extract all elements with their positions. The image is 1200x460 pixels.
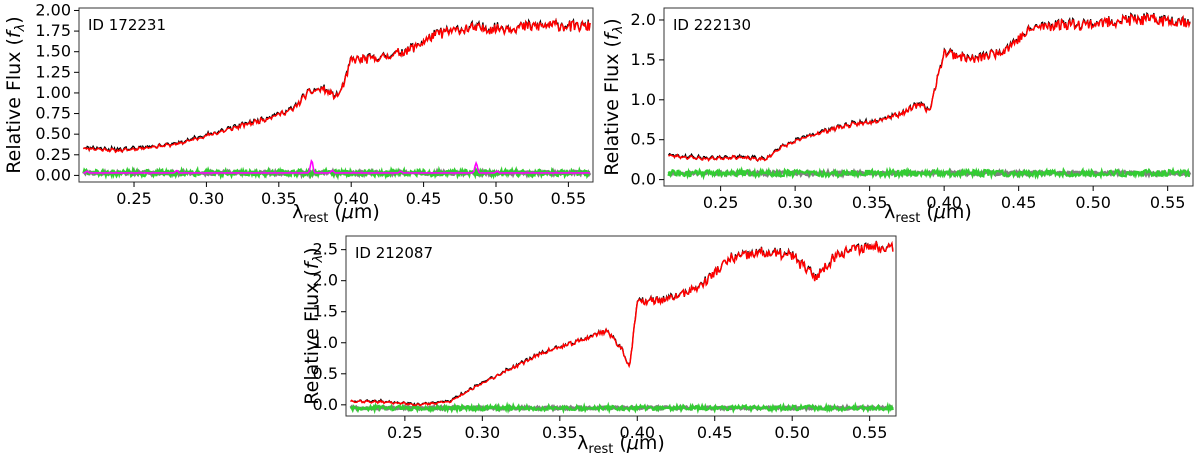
x-tick-label: 0.30 [777,193,813,212]
y-tick-label: 0.25 [35,145,71,164]
panel-id-label: ID 212087 [355,244,433,262]
x-tick-label: 0.35 [261,189,297,208]
panel-212087: 0.25 0.30 0.35 0.40 0.45 0.50 0.55 0.0 0.5 1.0 1.5… [301,235,897,457]
y-tick-label: 1.50 [35,42,71,61]
x-tick-label: 0.50 [774,423,810,442]
y-tick-label: 2.00 [35,0,71,19]
y-axis-label: Relative Flux (fλ) [301,247,326,404]
y-tick-label: 1.25 [35,62,71,81]
x-tick-label: 0.55 [1150,193,1186,212]
y-tick-label: 0.0 [631,170,656,189]
x-tick-label: 0.50 [1075,193,1111,212]
y-tick-label: 0.75 [35,104,71,123]
x-axis-label: λrest (μm) [292,201,380,226]
x-tick-label: 0.45 [1001,193,1037,212]
x-tick-label: 0.40 [619,423,655,442]
x-tick-label: 0.25 [116,189,152,208]
panel-id-label: ID 222130 [673,16,751,34]
x-tick-label: 0.25 [387,423,423,442]
model-spectrum [82,17,591,154]
residual-series [667,166,1191,181]
y-axis-label: Relative Flux (fλ) [3,16,28,173]
y-tick-label: 0.0 [313,395,338,414]
y-tick-label: 1.75 [35,21,71,40]
y-tick-label: 1.5 [631,50,656,69]
model-spectrum [350,240,894,407]
y-tick-label: 2.5 [313,240,338,259]
x-tick-label: 0.45 [406,189,442,208]
x-axis-label: λrest (μm) [577,432,665,457]
observed-spectrum [667,11,1191,163]
observed-spectrum [350,240,894,407]
x-tick-label: 0.45 [697,423,733,442]
panel-id-label: ID 172231 [88,16,166,34]
panel-222130: 0.25 0.30 0.35 0.40 0.45 0.50 0.55 0.0 0.5 1.0 1.5… [601,7,1194,226]
x-tick-label: 0.30 [189,189,225,208]
model-spectrum [668,13,1191,163]
x-tick-label: 0.40 [926,193,962,212]
x-axis-label: λrest (μm) [884,201,972,226]
x-tick-label: 0.30 [465,423,501,442]
x-tick-label: 0.40 [333,189,369,208]
y-tick-label: 0.50 [35,124,71,143]
y-tick-label: 1.5 [313,302,338,321]
y-tick-label: 2.0 [631,10,656,29]
plot-frame [78,7,594,183]
emission-line-model [83,158,591,174]
x-tick-label: 0.55 [852,423,888,442]
y-tick-label: 1.0 [631,90,656,109]
plot-frame [345,235,897,417]
y-tick-label: 0.5 [313,364,338,383]
y-tick-label: 1.00 [35,83,71,102]
panel-172231: 0.25 0.30 0.35 0.40 0.45 0.50 0.550.000.250.50… [3,0,594,226]
x-tick-label: 0.35 [852,193,888,212]
x-tick-label: 0.25 [703,193,739,212]
observed-spectrum [83,17,591,154]
y-axis-label: Relative Flux (fλ) [601,18,626,175]
y-tick-label: 0.00 [35,165,71,184]
x-tick-label: 0.35 [542,423,578,442]
x-tick-label: 0.50 [478,189,514,208]
y-tick-label: 0.5 [631,130,656,149]
residual-series [349,401,894,415]
x-tick-label: 0.55 [551,189,587,208]
y-tick-label: 2.0 [313,271,338,290]
y-tick-label: 1.0 [313,333,338,352]
plot-frame [663,7,1194,187]
